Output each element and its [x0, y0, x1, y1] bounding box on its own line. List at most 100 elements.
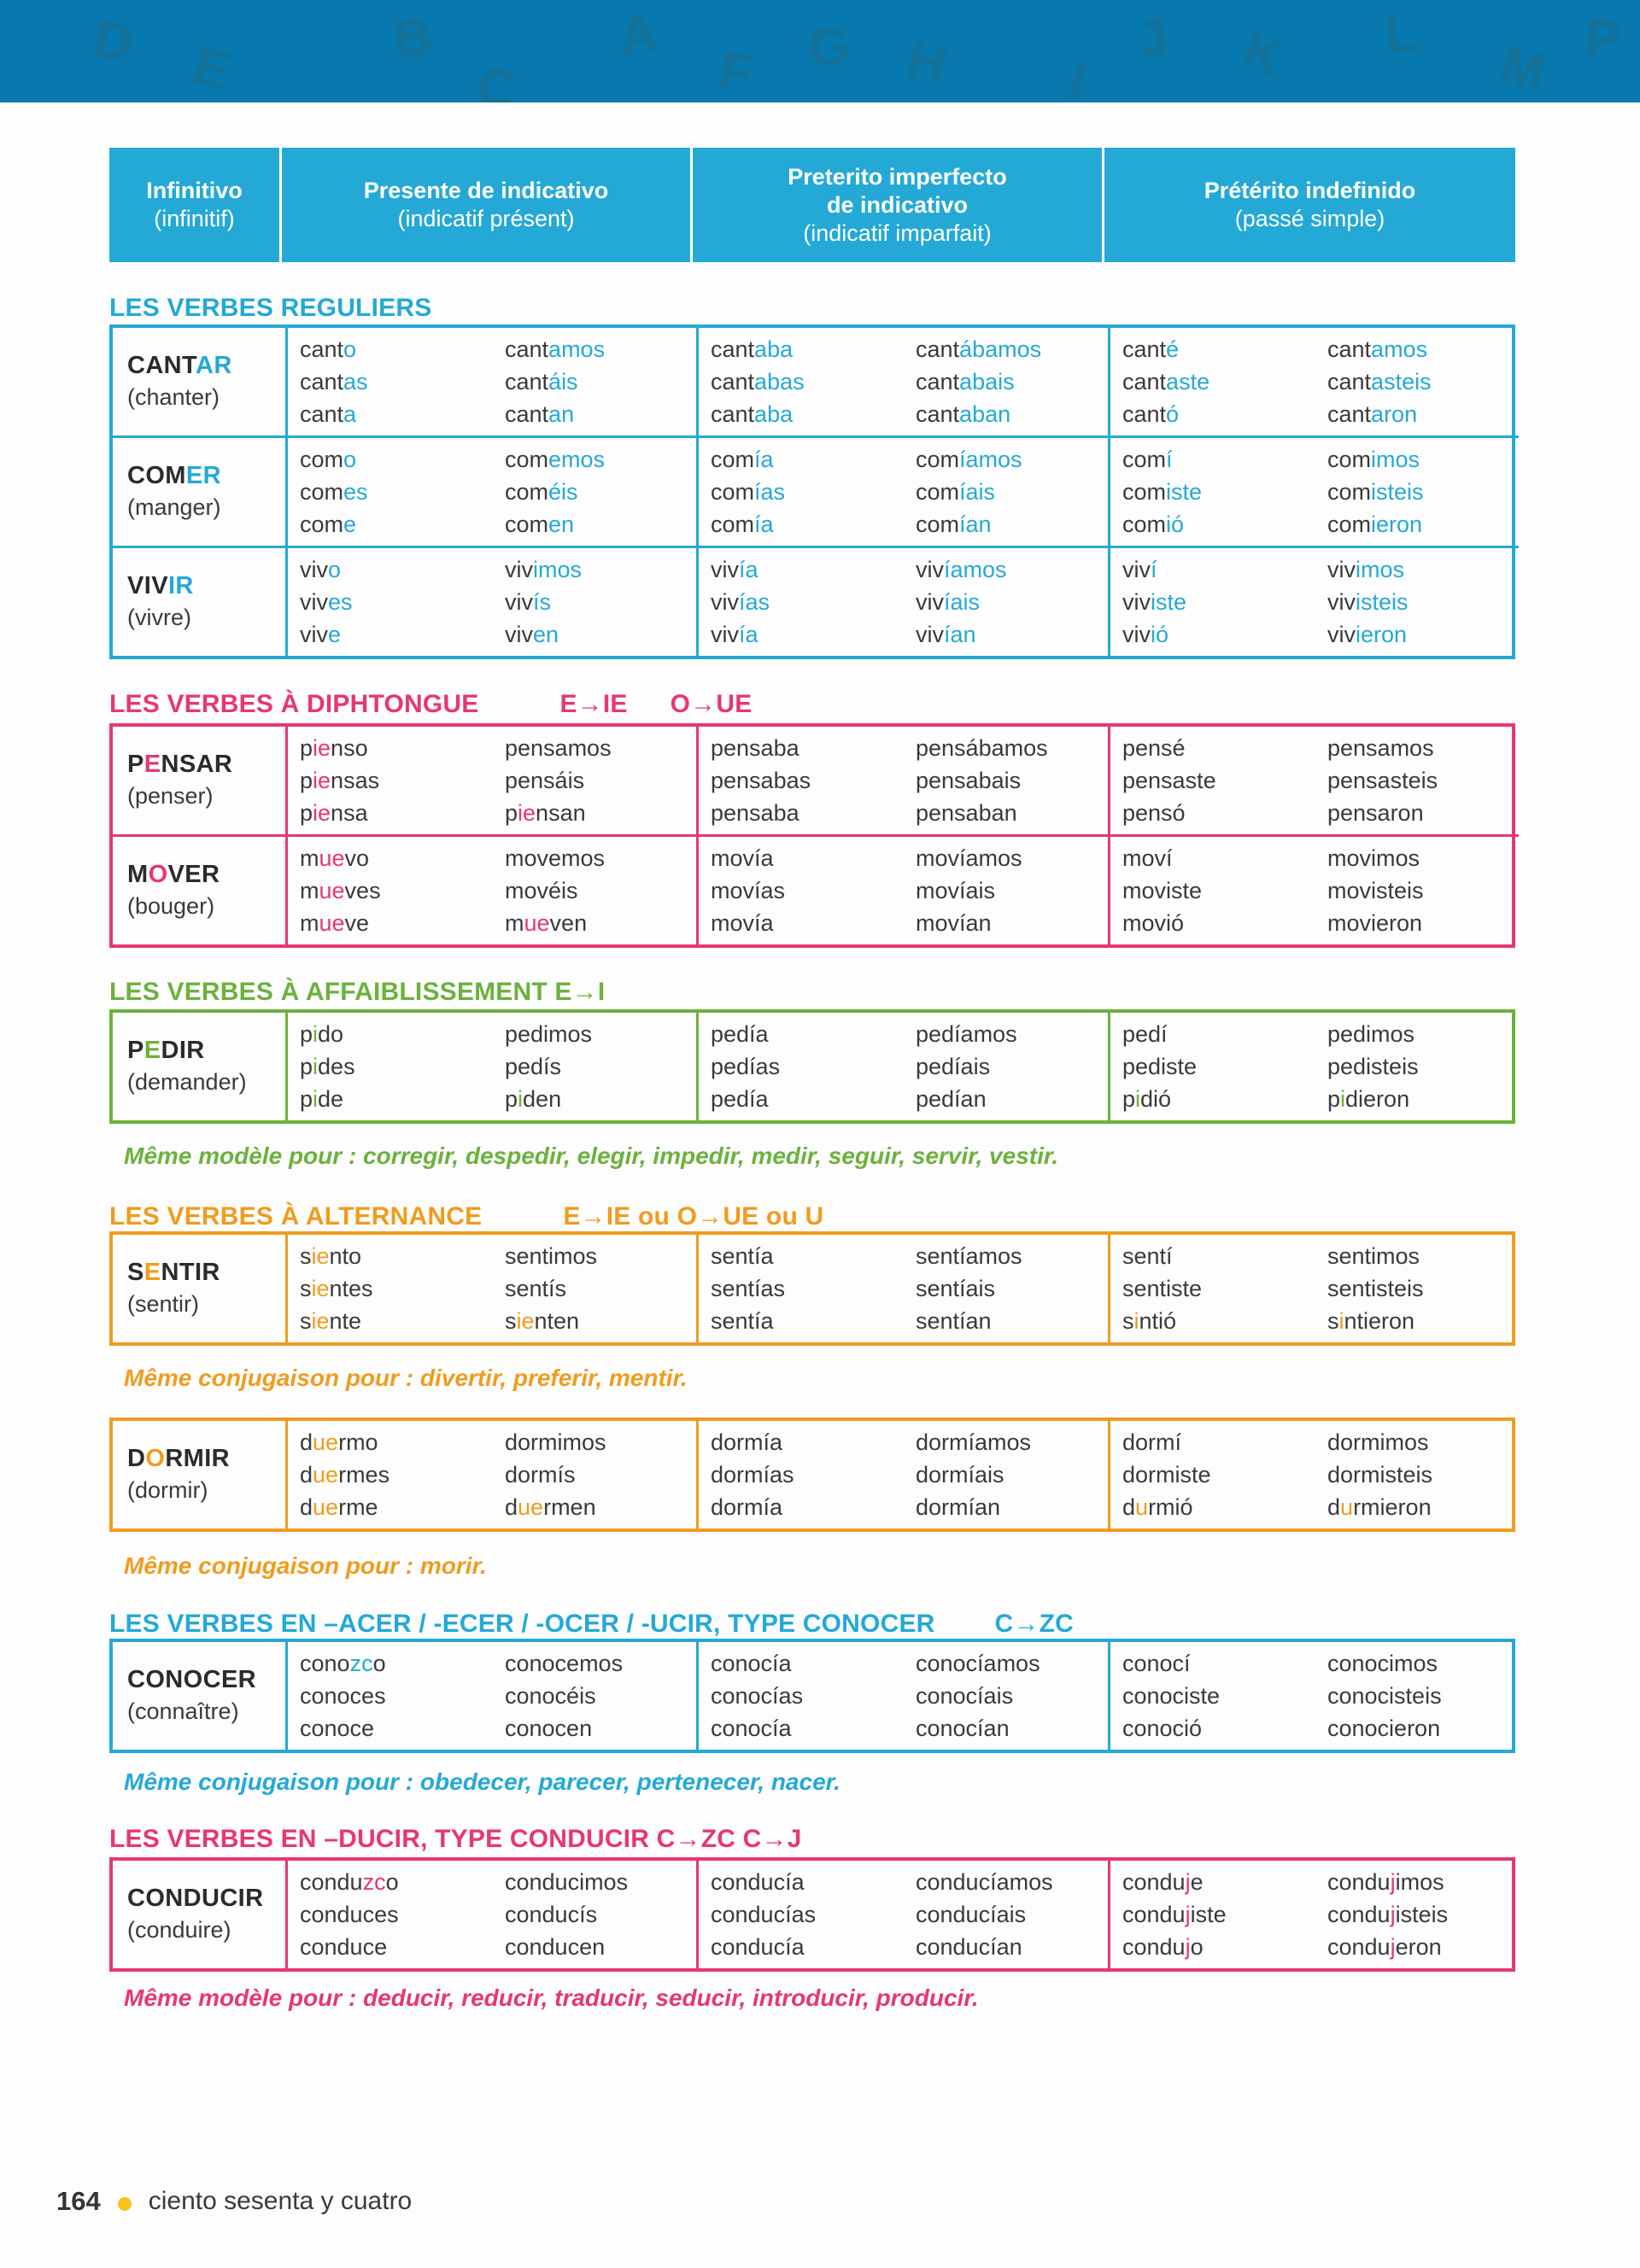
conjugation-form: cantabas — [711, 369, 805, 395]
conjugation-form: pedís — [505, 1054, 562, 1079]
highlighted-letters: u — [1340, 1494, 1354, 1520]
conjugation-form: pedimos — [1327, 1021, 1415, 1047]
conjugation-form: sintieron — [1327, 1308, 1415, 1334]
conjugation-form: vives — [300, 589, 353, 615]
tense-cell-2: viví viviste vivió vivimos vivisteis vivieron — [1108, 546, 1519, 656]
highlighted-letters: imos — [1356, 557, 1405, 582]
conjugation-form: vivís — [505, 589, 552, 615]
highlighted-letters: í — [1151, 557, 1157, 582]
conjugation-form: sentí — [1122, 1243, 1173, 1269]
conjugation-column: movemos movéis mueven — [505, 842, 696, 939]
conjugation-form: vivimos — [505, 557, 583, 582]
tense-cell-1: sentía sentías sentía sentíamos sentíais sent… — [696, 1235, 1108, 1342]
verb-table-diphtongue-table: PENSAR (penser) pienso piensas piensa pensamo… — [109, 723, 1519, 948]
tense-cell-2: sentí sentiste sintió sentimos sentisteis sin… — [1108, 1235, 1519, 1342]
tense-cell-1: vivía vivías vivía vivíamos vivíais vivían — [696, 546, 1108, 656]
conjugation-form: vive — [300, 622, 342, 647]
conjugation-form: vivía — [711, 622, 758, 647]
conjugation-column: pedía pedías pedía — [711, 1018, 916, 1115]
conjugation-form: movías — [711, 878, 786, 903]
conjugation-form: duermes — [300, 1462, 390, 1488]
conjugation-column: vivimos vivís viven — [505, 553, 696, 651]
tense-cell-0: como comes come comemos coméis comen — [285, 435, 696, 546]
section-title-alternance: LES VERBES À ALTERNANCE E→IE ou O→UE ou U — [109, 1202, 1515, 1231]
tense-cell-0: duermo duermes duerme dormimos dormís duermen — [285, 1421, 696, 1529]
conjugation-column: conduzco conduces conduce — [300, 1866, 505, 1963]
verb-translation: (vivre) — [127, 605, 191, 630]
highlighted-letters: e — [343, 511, 357, 537]
tense-cell-2: conocí conociste conoció conocimos conociste… — [1108, 1642, 1519, 1750]
conjugation-form: vivías — [711, 589, 770, 615]
conjugation-form: conocía — [711, 1716, 792, 1741]
conjugation-form: pensaban — [916, 800, 1017, 826]
conjugation-form: duermen — [505, 1494, 596, 1520]
conjugation-form: conoció — [1122, 1716, 1203, 1741]
verb-translation: (manger) — [127, 494, 221, 520]
tense-cell-2: comí comiste comió comimos comisteis comieron — [1108, 435, 1519, 546]
verb-name: PENSAR — [127, 751, 233, 778]
highlighted-letters: íamos — [944, 557, 1007, 582]
conjugation-form: movía — [711, 845, 774, 871]
banner-letter-L: L — [1381, 3, 1422, 67]
tense-cell-0: siento sientes siente sentimos sentís sienten — [285, 1235, 696, 1342]
highlighted-letters: íais — [959, 479, 996, 505]
conjugation-form: muevo — [300, 845, 370, 871]
banner-letter-C: C — [469, 53, 524, 102]
conjugation-form: conoce — [300, 1716, 375, 1741]
highlighted-letters: as — [343, 369, 368, 395]
highlighted-letters: ue — [313, 1429, 339, 1455]
conjugation-form: dormías — [711, 1462, 794, 1488]
footer-dot — [117, 2196, 132, 2211]
conjugation-form: cantamos — [505, 336, 606, 362]
conjugation-form: conocíais — [916, 1683, 1014, 1709]
verb-table-sentir-table: SENTIR (sentir) siento sientes siente sentimo… — [109, 1231, 1515, 1346]
section-title-text: LES VERBES REGULIERS — [109, 294, 432, 322]
conjugation-form: piensan — [505, 800, 586, 826]
verb-name: MOVER — [127, 861, 220, 888]
highlighted-letters: abais — [959, 369, 1015, 395]
highlighted-letters: IR — [167, 572, 194, 599]
conjugation-column: dormimos dormisteis durmieron — [1327, 1426, 1519, 1523]
highlighted-letters: aron — [1371, 401, 1418, 427]
conjugation-column: conocí conociste conoció — [1122, 1647, 1327, 1745]
conjugation-form: durmieron — [1327, 1494, 1432, 1520]
conjugation-form: pienso — [300, 735, 368, 761]
section-title-text: LES VERBES À AFFAIBLISSEMENT E→I — [109, 978, 606, 1006]
conjugation-column: pienso piensas piensa — [300, 732, 505, 829]
conjugation-form: pedía — [711, 1021, 769, 1047]
tense-cell-0: conduzco conduces conduce conducimos conducí… — [285, 1861, 696, 1968]
conjugation-column: sentimos sentisteis sintieron — [1327, 1240, 1519, 1337]
highlighted-letters: éis — [548, 479, 578, 505]
header-label: (passé simple) — [1234, 206, 1385, 231]
conjugation-column: sentía sentías sentía — [711, 1240, 916, 1337]
highlighted-letters: ías — [739, 589, 770, 615]
highlighted-letters: ía — [754, 447, 774, 472]
conjugation-form: conocéis — [505, 1683, 596, 1709]
tense-cell-2: moví moviste movió movimos movisteis movieron — [1108, 834, 1519, 944]
banner-letter-B: B — [390, 6, 436, 70]
conjugation-form: movía — [711, 910, 774, 936]
highlighted-letters: AR — [196, 352, 232, 379]
conjugation-form: piden — [505, 1086, 562, 1112]
conjugation-column: pensé pensaste pensó — [1122, 732, 1327, 829]
conjugation-column: conocíamos conocíais conocían — [916, 1647, 1108, 1745]
conjugation-form: pensaba — [711, 800, 800, 826]
conjugation-form: pensó — [1122, 800, 1186, 826]
highlighted-letters: ie — [518, 800, 536, 826]
conjugation-form: dormíais — [916, 1462, 1004, 1488]
footer: 164 ciento sesenta y cuatro — [56, 2186, 412, 2217]
verb-table-reguliers-table: CANTAR (chanter) canto cantas canta cantamos c… — [109, 324, 1519, 659]
highlighted-letters: iste — [1166, 479, 1203, 505]
verb-translation: (connaître) — [127, 1698, 239, 1724]
conjugation-form: pensabas — [711, 768, 811, 793]
conjugation-form: pensasteis — [1327, 768, 1438, 793]
highlighted-letters: E — [144, 1259, 161, 1286]
verb-translation: (dormir) — [127, 1477, 208, 1503]
conjugation-form: canto — [300, 336, 357, 362]
conjugation-column: pensaba pensabas pensaba — [711, 732, 916, 829]
highlighted-letters: ie — [311, 1243, 330, 1269]
highlighted-letters: ió — [1166, 511, 1185, 537]
header-label: (infinitif) — [154, 206, 235, 231]
conjugation-column: conocimos conocisteis conocieron — [1327, 1647, 1519, 1745]
